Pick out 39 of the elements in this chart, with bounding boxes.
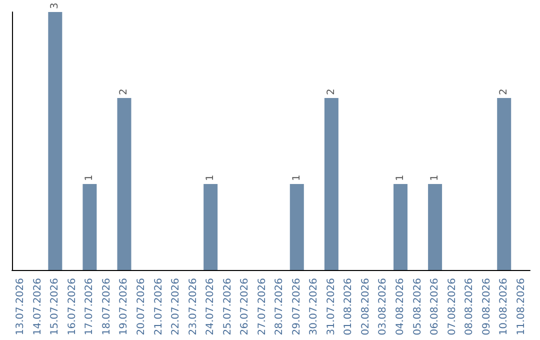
data-label: 3	[50, 2, 61, 9]
x-tick-label: 11.08.2026	[516, 278, 527, 336]
x-tick-label: 25.07.2026	[222, 278, 234, 336]
x-tick-label: 24.07.2026	[205, 278, 216, 336]
data-label: 1	[395, 174, 406, 181]
x-tick-label: 13.07.2026	[15, 278, 26, 336]
x-tick-label: 31.07.2026	[326, 278, 337, 336]
x-tick-label: 21.07.2026	[153, 278, 164, 336]
x-tick-label: 14.07.2026	[32, 278, 44, 336]
x-tick-label: 17.07.2026	[84, 278, 96, 336]
x-tick-label: 28.07.2026	[274, 278, 286, 336]
data-label: 1	[84, 174, 96, 181]
x-tick-label: 30.07.2026	[308, 278, 320, 336]
x-tick-label: 05.08.2026	[412, 278, 424, 336]
x-tick-label: 07.08.2026	[446, 278, 458, 336]
x-tick-label: 29.07.2026	[291, 278, 302, 336]
data-label: 1	[430, 174, 441, 181]
data-label: 2	[326, 88, 337, 95]
x-tick-label: 26.07.2026	[240, 278, 251, 336]
data-label: 1	[291, 174, 302, 181]
x-tick-label: 04.08.2026	[395, 278, 406, 336]
x-tick-label: 19.07.2026	[118, 278, 130, 336]
x-tick-label: 08.08.2026	[464, 278, 476, 336]
x-tick-label: 23.07.2026	[188, 278, 199, 336]
x-tick-label: 20.07.2026	[136, 278, 147, 336]
x-tick-label: 27.07.2026	[256, 278, 268, 336]
x-tick-label: 02.08.2026	[360, 278, 372, 336]
data-label: 1	[205, 174, 216, 181]
data-label: 2	[498, 88, 510, 95]
x-tick-label: 15.07.2026	[50, 278, 61, 336]
x-tick-label: 03.08.2026	[378, 278, 389, 336]
x-tick-label: 10.08.2026	[498, 278, 510, 336]
x-tick-label: 22.07.2026	[170, 278, 182, 336]
x-tick-label: 09.08.2026	[481, 278, 492, 336]
x-tick-label: 18.07.2026	[101, 278, 112, 336]
x-tick-label: 06.08.2026	[430, 278, 441, 336]
data-label: 2	[118, 88, 130, 95]
x-tick-label: 01.08.2026	[343, 278, 354, 336]
x-tick-label: 16.07.2026	[66, 278, 78, 336]
